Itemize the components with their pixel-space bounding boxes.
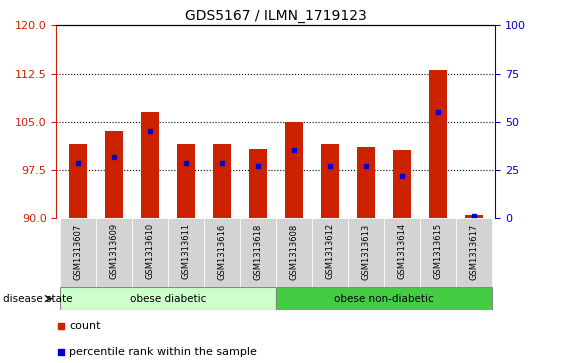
Text: GSM1313614: GSM1313614 xyxy=(397,223,406,280)
Bar xyxy=(285,122,303,218)
Bar xyxy=(456,218,492,287)
Bar xyxy=(105,131,123,218)
Bar xyxy=(96,218,132,287)
Text: count: count xyxy=(69,321,101,331)
Text: GSM1313611: GSM1313611 xyxy=(181,223,190,280)
Bar xyxy=(177,144,195,218)
Text: GSM1313607: GSM1313607 xyxy=(73,223,82,280)
Bar xyxy=(276,218,312,287)
Bar xyxy=(249,148,267,218)
Bar xyxy=(132,218,168,287)
Bar xyxy=(348,218,384,287)
Bar xyxy=(213,144,231,218)
Bar xyxy=(393,150,411,218)
Bar xyxy=(312,218,348,287)
Bar xyxy=(168,218,204,287)
Bar xyxy=(420,218,456,287)
Text: GSM1313615: GSM1313615 xyxy=(434,223,443,280)
Text: GSM1313610: GSM1313610 xyxy=(145,223,154,280)
Text: GSM1313612: GSM1313612 xyxy=(325,223,334,280)
Text: GSM1313608: GSM1313608 xyxy=(289,223,298,280)
Bar xyxy=(141,112,159,218)
Bar xyxy=(465,215,483,218)
Bar xyxy=(321,144,339,218)
Text: disease state: disease state xyxy=(3,294,72,303)
Bar xyxy=(429,70,447,218)
Bar xyxy=(240,218,276,287)
Text: obese diabetic: obese diabetic xyxy=(129,294,206,303)
Bar xyxy=(204,218,240,287)
Text: GSM1313617: GSM1313617 xyxy=(470,223,479,280)
Bar xyxy=(60,287,276,310)
Bar xyxy=(69,144,87,218)
Bar xyxy=(276,287,492,310)
Text: GSM1313613: GSM1313613 xyxy=(361,223,370,280)
Bar xyxy=(60,218,96,287)
Bar xyxy=(384,218,420,287)
Bar xyxy=(357,147,375,218)
Text: GSM1313616: GSM1313616 xyxy=(217,223,226,280)
Text: percentile rank within the sample: percentile rank within the sample xyxy=(69,347,257,357)
Text: obese non-diabetic: obese non-diabetic xyxy=(334,294,434,303)
Text: GSM1313618: GSM1313618 xyxy=(253,223,262,280)
Title: GDS5167 / ILMN_1719123: GDS5167 / ILMN_1719123 xyxy=(185,9,367,23)
Text: GSM1313609: GSM1313609 xyxy=(109,223,118,280)
